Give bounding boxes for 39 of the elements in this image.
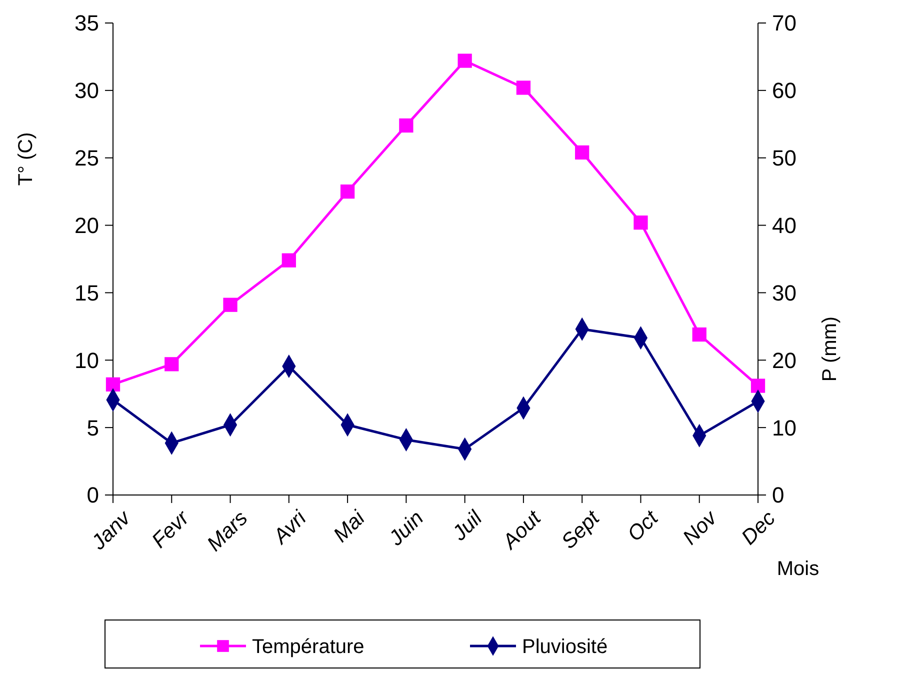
y2-tick-label: 60	[772, 78, 796, 104]
y-tick-label: 25	[74, 146, 99, 171]
y-tick-label: 10	[74, 348, 99, 373]
y-tick-label: 30	[74, 78, 99, 104]
y-tick-label: 20	[74, 212, 99, 238]
point	[282, 253, 296, 268]
x-tick-label: Mai	[329, 506, 370, 547]
point	[750, 378, 766, 393]
y2-tick-label: 10	[772, 415, 796, 440]
point	[575, 145, 590, 160]
point	[692, 327, 706, 342]
point	[516, 80, 531, 95]
y2-axis-title: P (mm)	[819, 316, 841, 382]
point	[634, 216, 648, 230]
x-tick-label: Dec	[737, 506, 780, 550]
y2-tick-label: 30	[772, 280, 796, 306]
point	[340, 184, 355, 199]
y-tick-label: 15	[74, 280, 99, 306]
y-tick-label: 5	[86, 415, 99, 440]
point	[399, 118, 414, 133]
point	[106, 377, 120, 392]
legend-label: Pluviosité	[522, 636, 608, 658]
y-tick-label: 35	[74, 10, 99, 36]
y2-tick-label: 0	[772, 482, 784, 508]
y2-tick-label: 20	[772, 348, 796, 373]
y-axis-title: T° (C)	[15, 132, 37, 186]
x-axis-title: Mois	[776, 558, 820, 580]
point	[223, 298, 238, 312]
x-tick-label: Nov	[678, 506, 722, 550]
x-tick-label: Juin	[384, 506, 428, 551]
legend-label: Température	[252, 636, 364, 658]
point	[164, 357, 179, 372]
x-tick-label: Juil	[447, 506, 488, 546]
point	[458, 54, 472, 68]
x-tick-label: Oct	[623, 506, 664, 546]
y2-tick-label: 40	[772, 212, 796, 238]
y2-tick-label: 70	[772, 10, 796, 36]
y-tick-label: 0	[86, 482, 99, 508]
y2-tick-label: 50	[772, 146, 796, 171]
